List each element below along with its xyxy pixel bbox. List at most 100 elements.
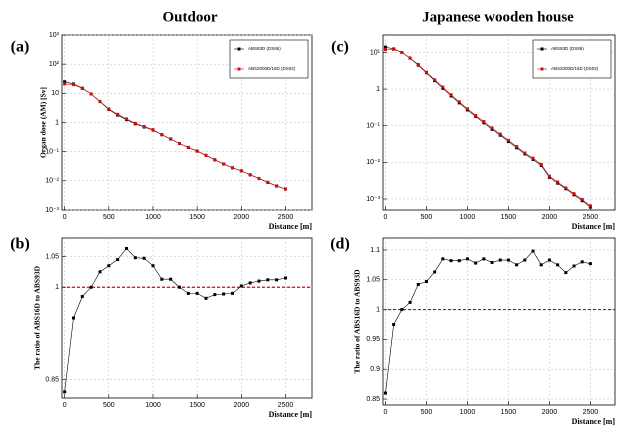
y-tick-label: 1 [376, 86, 380, 93]
marker [482, 257, 486, 261]
marker [424, 280, 428, 284]
x-tick-label: 0 [384, 214, 388, 221]
marker [116, 258, 120, 262]
x-axis-label: Distance [m] [269, 410, 313, 419]
marker [539, 162, 543, 166]
marker [433, 270, 437, 274]
marker [392, 322, 396, 326]
marker [474, 114, 478, 118]
y-tick-label: 10⁻¹ [366, 123, 380, 130]
y-tick-label: 1 [55, 119, 59, 126]
marker [498, 132, 502, 136]
marker [523, 258, 527, 262]
marker [275, 184, 279, 188]
x-tick-label: 500 [103, 214, 115, 221]
x-axis-label: Distance [m] [269, 222, 313, 231]
marker [116, 112, 120, 116]
x-tick-label: 2000 [542, 409, 558, 416]
marker [71, 83, 75, 87]
y-tick-label: 0.9 [370, 366, 380, 373]
legend-box [229, 39, 309, 79]
marker [383, 45, 387, 49]
marker [169, 277, 173, 281]
y-tick-label: 10⁻³ [366, 196, 380, 203]
y-tick-label: 10⁻¹ [45, 149, 59, 156]
marker [400, 308, 404, 312]
marker [523, 151, 527, 155]
marker [142, 256, 146, 260]
marker [177, 285, 181, 289]
marker [177, 142, 181, 146]
marker [506, 258, 510, 262]
legend-box [532, 39, 612, 79]
marker [465, 257, 469, 261]
marker [457, 259, 461, 263]
marker [506, 138, 510, 142]
marker [547, 258, 551, 262]
marker [547, 174, 551, 178]
marker [400, 50, 404, 54]
legend-label: ABS2000D/16D (DS02) [551, 66, 599, 71]
marker [248, 281, 252, 285]
y-tick-label: 1 [55, 284, 59, 291]
marker [169, 137, 173, 141]
marker [160, 133, 164, 137]
marker [89, 92, 93, 96]
y-tick-label: 10² [49, 61, 60, 68]
marker [142, 124, 146, 128]
marker [474, 261, 478, 265]
marker [457, 100, 461, 104]
marker [63, 390, 67, 394]
marker [63, 82, 67, 86]
marker [408, 56, 412, 60]
marker [186, 145, 190, 149]
marker [482, 120, 486, 124]
marker [124, 246, 128, 250]
marker [239, 169, 243, 173]
marker [195, 291, 199, 295]
chart-title: Japanese wooden house [422, 9, 574, 25]
marker [257, 279, 261, 283]
marker [204, 153, 208, 157]
y-tick-label: 10¹ [370, 49, 381, 56]
marker [63, 80, 67, 84]
marker [408, 300, 412, 304]
x-tick-label: 1500 [501, 214, 517, 221]
marker [151, 264, 155, 268]
marker [160, 277, 164, 281]
chart-title: Outdoor [162, 9, 217, 25]
marker [465, 107, 469, 111]
marker [283, 187, 287, 191]
y-tick-label: 0.85 [366, 396, 380, 403]
x-tick-label: 500 [421, 214, 433, 221]
marker [441, 85, 445, 89]
legend-label: ABS93D (DS86) [551, 46, 584, 51]
x-tick-label: 2000 [542, 214, 558, 221]
y-axis-label: Organ dose (AM) [Sv] [39, 87, 48, 158]
marker [531, 249, 535, 253]
x-tick-label: 2500 [583, 409, 599, 416]
marker [539, 263, 543, 267]
y-tick-label: 1 [376, 306, 380, 313]
marker [195, 149, 199, 153]
marker [515, 145, 519, 149]
marker [98, 270, 102, 274]
y-tick-label: 10⁻³ [45, 207, 59, 214]
marker [588, 204, 592, 208]
marker [230, 166, 234, 170]
marker [449, 93, 453, 97]
x-tick-label: 500 [421, 409, 433, 416]
marker [107, 264, 111, 268]
marker [239, 284, 243, 288]
marker [580, 260, 584, 264]
panel-label: (c) [331, 39, 349, 56]
marker [392, 47, 396, 51]
marker [572, 264, 576, 268]
marker [490, 260, 494, 264]
marker [230, 291, 234, 295]
y-tick-label: 1.05 [366, 277, 380, 284]
plot-frame [382, 237, 616, 406]
marker [124, 117, 128, 121]
marker [416, 62, 420, 66]
